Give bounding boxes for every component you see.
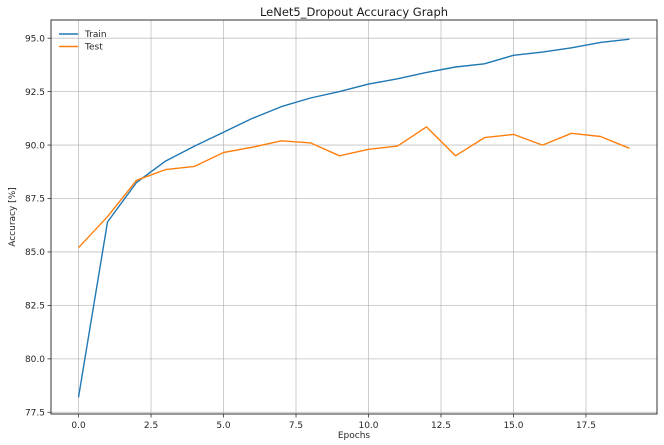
axes-frame [50, 19, 658, 415]
y-tick-label: 77.5 [25, 408, 45, 418]
y-tick-label: 87.5 [25, 195, 45, 205]
y-tick-label: 92.5 [25, 88, 45, 98]
y-tick-label: 80.0 [25, 355, 45, 365]
legend: Train Test [59, 30, 107, 53]
data-series [77, 38, 630, 398]
x-tick-label: 7.5 [289, 421, 303, 431]
gridlines [51, 20, 657, 414]
y-tick-label: 85.0 [25, 248, 45, 258]
x-tick-label: 0.0 [71, 421, 86, 431]
series-line-test [77, 126, 630, 249]
x-axis-label: Epochs [337, 431, 371, 441]
x-tick-label: 2.5 [144, 421, 158, 431]
y-tick-label: 95.0 [25, 34, 45, 44]
legend-label-test: Test [84, 43, 103, 53]
axis-ticks: 0.0 2.5 5.0 7.5 10.0 12.5 15.0 17.5 77.5 80.0 82.5… [25, 34, 596, 431]
x-tick-label: 10.0 [358, 421, 378, 431]
x-tick-label: 15.0 [503, 421, 523, 431]
y-tick-label: 90.0 [25, 141, 45, 151]
chart-title: LeNet5_Dropout Accuracy Graph [259, 5, 449, 19]
y-axis-label: Accuracy [%] [8, 187, 18, 247]
x-tick-label: 12.5 [431, 421, 451, 431]
series-line-train [77, 38, 630, 398]
x-tick-label: 5.0 [216, 421, 231, 431]
legend-label-train: Train [84, 30, 107, 40]
x-tick-label: 17.5 [576, 421, 596, 431]
y-tick-label: 82.5 [25, 302, 45, 312]
